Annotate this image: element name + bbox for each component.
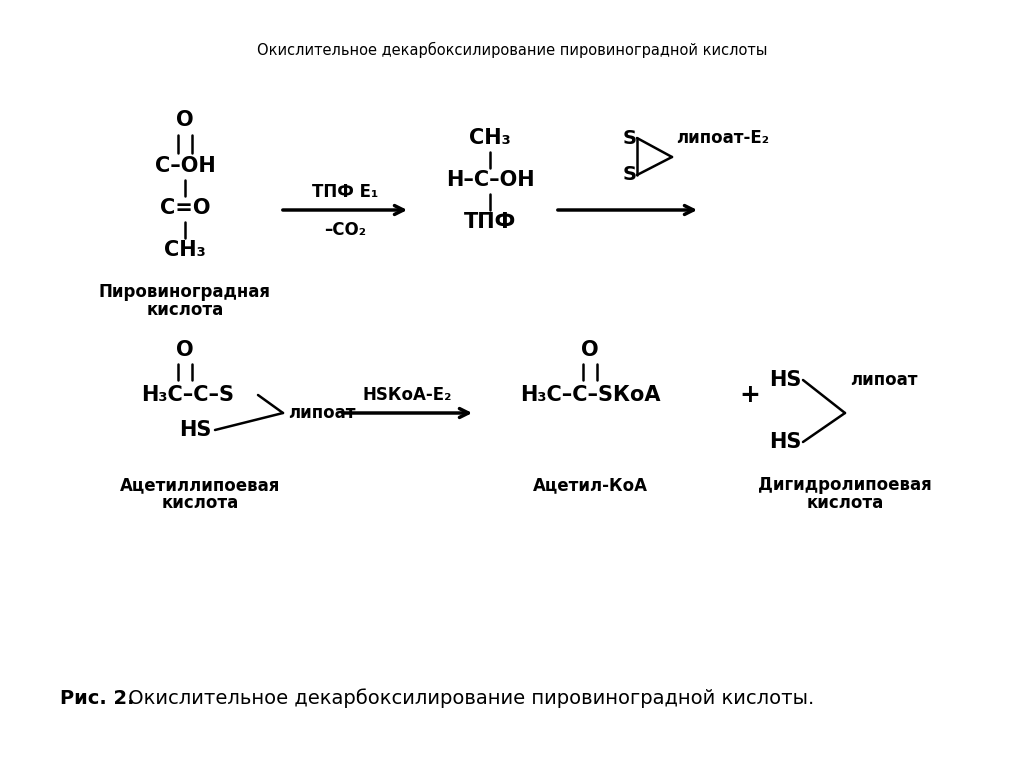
Text: H₃C–C–S: H₃C–C–S bbox=[141, 385, 234, 405]
Text: C=O: C=O bbox=[160, 198, 210, 218]
Text: Ацетиллипоевая: Ацетиллипоевая bbox=[120, 476, 281, 494]
Text: HS: HS bbox=[769, 370, 801, 390]
Text: кислота: кислота bbox=[146, 301, 223, 319]
Text: кислота: кислота bbox=[806, 494, 884, 512]
Text: H₃C–C–SКоА: H₃C–C–SКоА bbox=[520, 385, 660, 405]
Text: ТПФ Е₁: ТПФ Е₁ bbox=[312, 183, 378, 201]
Text: –CO₂: –CO₂ bbox=[324, 221, 366, 239]
Text: HS: HS bbox=[769, 432, 801, 452]
Text: кислота: кислота bbox=[162, 494, 239, 512]
Text: S: S bbox=[623, 129, 637, 147]
Text: C–OH: C–OH bbox=[155, 156, 215, 176]
Text: CH₃: CH₃ bbox=[469, 128, 511, 148]
Text: HSКоА-Е₂: HSКоА-Е₂ bbox=[362, 386, 452, 404]
Text: H–C–OH: H–C–OH bbox=[445, 170, 535, 190]
Text: липоат-Е₂: липоат-Е₂ bbox=[676, 129, 769, 147]
Text: Рис. 2.: Рис. 2. bbox=[60, 689, 134, 707]
Text: CH₃: CH₃ bbox=[164, 240, 206, 260]
Text: Окислительное декарбоксилирование пировиноградной кислоты.: Окислительное декарбоксилирование пирови… bbox=[122, 688, 814, 708]
Text: HS: HS bbox=[179, 420, 211, 440]
Text: Окислительное декарбоксилирование пировиноградной кислоты: Окислительное декарбоксилирование пирови… bbox=[257, 42, 767, 58]
Text: O: O bbox=[176, 340, 194, 360]
Text: Ацетил-КоА: Ацетил-КоА bbox=[532, 476, 647, 494]
Text: липоат: липоат bbox=[850, 371, 918, 389]
Text: Пировиноградная: Пировиноградная bbox=[99, 283, 271, 301]
Text: +: + bbox=[739, 383, 761, 407]
Text: O: O bbox=[176, 110, 194, 130]
Text: Дигидролипоевая: Дигидролипоевая bbox=[758, 476, 932, 494]
Text: S: S bbox=[623, 166, 637, 185]
Text: O: O bbox=[582, 340, 599, 360]
Text: липоат: липоат bbox=[288, 404, 355, 422]
Text: ТПФ: ТПФ bbox=[464, 212, 516, 232]
